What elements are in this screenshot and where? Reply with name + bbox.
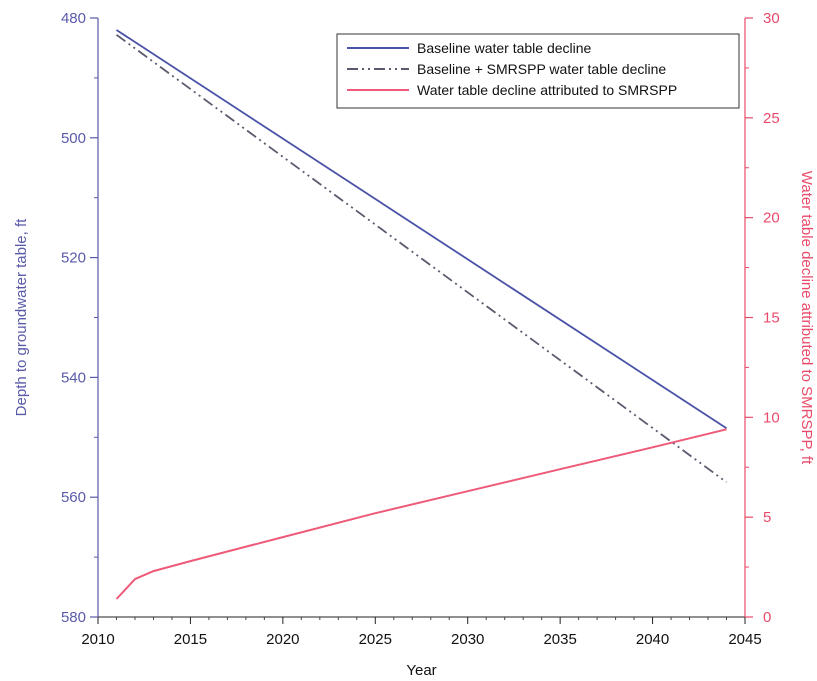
left-y-tick-label: 560 (61, 489, 86, 506)
legend-box (336, 33, 740, 109)
left-y-axis: 480 500 520 540 560 580 (61, 10, 99, 626)
left-y-tick-label: 500 (61, 130, 86, 147)
line-attributed (115, 428, 727, 600)
x-tick-label: 2045 (728, 631, 761, 648)
x-axis-title: Year (406, 662, 436, 679)
left-y-tick-label: 520 (61, 250, 86, 267)
right-y-axis-title: Water table decline attributed to SMRSPP… (798, 171, 815, 465)
legend-label-smrspp: Baseline + SMRSPP water table decline (417, 61, 666, 77)
right-y-tick-label: 15 (763, 310, 780, 327)
x-tick-label: 2030 (451, 631, 484, 648)
x-tick-label: 2020 (266, 631, 299, 648)
right-y-tick-label: 10 (763, 409, 780, 426)
right-y-tick-label: 5 (763, 509, 771, 526)
left-y-tick-label: 480 (61, 10, 86, 27)
x-tick-label: 2040 (636, 631, 669, 648)
x-tick-label: 2035 (543, 631, 576, 648)
line-smrspp (115, 34, 728, 483)
left-y-tick-label: 540 (61, 369, 86, 386)
series-lines (115, 29, 728, 600)
left-y-tick-label: 580 (61, 609, 86, 626)
right-y-axis: 0 5 10 15 20 25 30 (744, 10, 780, 626)
right-y-tick-label: 30 (763, 10, 780, 27)
legend-label-attributed: Water table decline attributed to SMRSPP (417, 82, 677, 98)
left-y-axis-title: Depth to groundwater table, ft (13, 218, 30, 416)
line-baseline (116, 29, 727, 430)
right-y-tick-label: 0 (763, 609, 771, 626)
x-tick-label: 2025 (359, 631, 392, 648)
legend: Baseline water table decline Baseline + … (336, 33, 740, 109)
legend-label-baseline: Baseline water table decline (417, 40, 592, 56)
x-tick-label: 2015 (174, 631, 207, 648)
right-y-tick-label: 20 (763, 210, 780, 227)
x-tick-label: 2010 (81, 631, 114, 648)
right-y-tick-label: 25 (763, 110, 780, 127)
x-axis: 2010 2015 2020 2025 2030 2035 2040 2045 (81, 616, 762, 648)
